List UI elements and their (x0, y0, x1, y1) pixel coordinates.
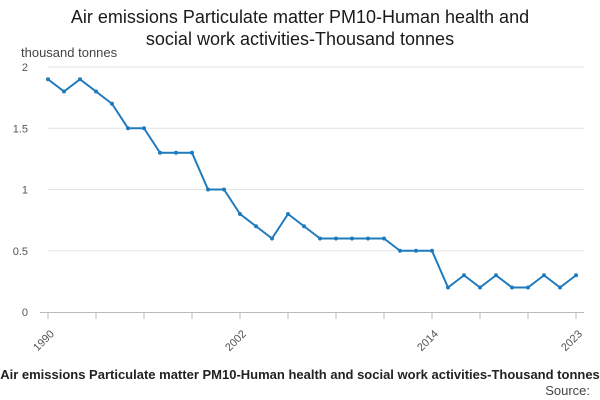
y-tick-label: 0 (22, 307, 28, 319)
data-point (510, 285, 514, 290)
y-tick-label: 2 (22, 62, 28, 74)
y-axis-ticks: 0 0.5 1 1.5 2 (13, 62, 28, 319)
data-point (542, 273, 546, 278)
data-point (494, 273, 498, 278)
data-point (270, 236, 274, 241)
data-point (254, 224, 258, 229)
y-tick-label: 0.5 (13, 246, 28, 258)
data-point (190, 150, 194, 155)
x-tick-label: 2014 (415, 328, 441, 354)
data-point (414, 248, 418, 253)
y-tick-label: 1 (22, 185, 28, 197)
data-point (574, 273, 578, 278)
gridlines (48, 66, 584, 252)
data-point (206, 187, 210, 192)
data-point (158, 150, 162, 155)
data-point (142, 126, 146, 131)
data-point (446, 285, 450, 290)
data-point (350, 236, 354, 241)
source-label: Source: (545, 383, 590, 398)
x-tick-label: 2002 (223, 328, 249, 354)
data-point (222, 187, 226, 192)
data-point (62, 89, 66, 94)
x-tick-label: 1990 (31, 328, 57, 354)
data-point (462, 273, 466, 278)
data-point (302, 224, 306, 229)
data-point (430, 248, 434, 253)
chart-title: Air emissions Particulate matter PM10-Hu… (0, 6, 600, 50)
chart-title-line-1: Air emissions Particulate matter PM10-Hu… (70, 7, 530, 27)
data-point (78, 77, 82, 82)
data-point (366, 236, 370, 241)
data-point (46, 77, 50, 82)
data-point (286, 212, 290, 216)
data-point (478, 285, 482, 290)
data-point (174, 150, 178, 155)
y-axis-unit-label: thousand tonnes (21, 45, 118, 60)
x-tick-label: 2023 (559, 328, 585, 354)
series-line (47, 78, 577, 289)
x-axis-ticks: 1990 2002 2014 2023 (31, 312, 585, 354)
data-point (110, 101, 114, 106)
data-point (526, 285, 530, 290)
y-tick-label: 1.5 (13, 123, 28, 135)
data-point (238, 212, 242, 216)
data-point (334, 236, 338, 241)
data-point (318, 236, 322, 241)
series (46, 77, 578, 290)
data-point (382, 236, 386, 241)
data-point (558, 285, 562, 290)
data-point (126, 126, 130, 131)
footer-chart-title: Air emissions Particulate matter PM10-Hu… (0, 367, 600, 382)
data-point (94, 89, 98, 94)
data-point (398, 248, 402, 253)
chart-title-line-2: social work activities-Thousand tonnes (145, 29, 455, 49)
